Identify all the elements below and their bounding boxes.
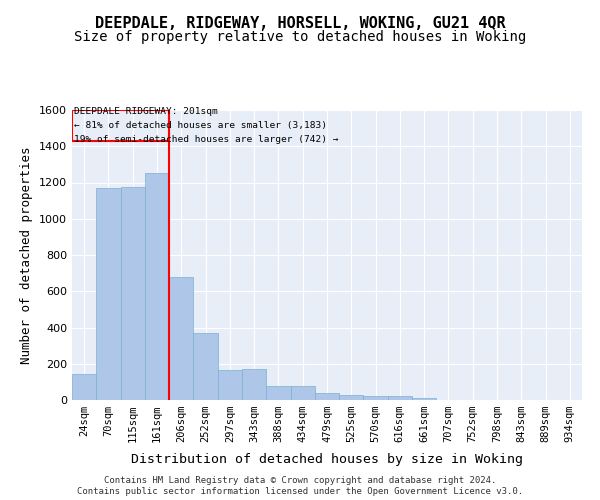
Bar (242, 369, 266, 400)
X-axis label: Distribution of detached houses by size in Woking: Distribution of detached houses by size … (131, 454, 523, 466)
Bar (193, 333, 218, 400)
Text: DEEPDALE, RIDGEWAY, HORSELL, WOKING, GU21 4QR: DEEPDALE, RIDGEWAY, HORSELL, WOKING, GU2… (95, 16, 505, 31)
Bar (121, 187, 145, 400)
Bar (266, 386, 290, 400)
Bar (315, 393, 339, 400)
Text: Contains HM Land Registry data © Crown copyright and database right 2024.: Contains HM Land Registry data © Crown c… (104, 476, 496, 485)
Bar (96, 188, 121, 400)
Bar (290, 386, 315, 400)
Bar (145, 172, 169, 400)
Bar (364, 396, 388, 400)
Text: DEEPDALE RIDGEWAY: 201sqm
← 81% of detached houses are smaller (3,183)
19% of se: DEEPDALE RIDGEWAY: 201sqm ← 81% of detac… (74, 107, 339, 144)
Text: Size of property relative to detached houses in Woking: Size of property relative to detached ho… (74, 30, 526, 44)
Text: Contains public sector information licensed under the Open Government Licence v3: Contains public sector information licen… (77, 487, 523, 496)
Bar (72, 374, 96, 400)
Y-axis label: Number of detached properties: Number of detached properties (20, 146, 34, 364)
Bar (388, 396, 412, 400)
Bar (73, 110, 169, 141)
Bar (218, 370, 242, 400)
Bar (339, 394, 364, 400)
Bar (412, 398, 436, 400)
Bar (169, 277, 193, 400)
